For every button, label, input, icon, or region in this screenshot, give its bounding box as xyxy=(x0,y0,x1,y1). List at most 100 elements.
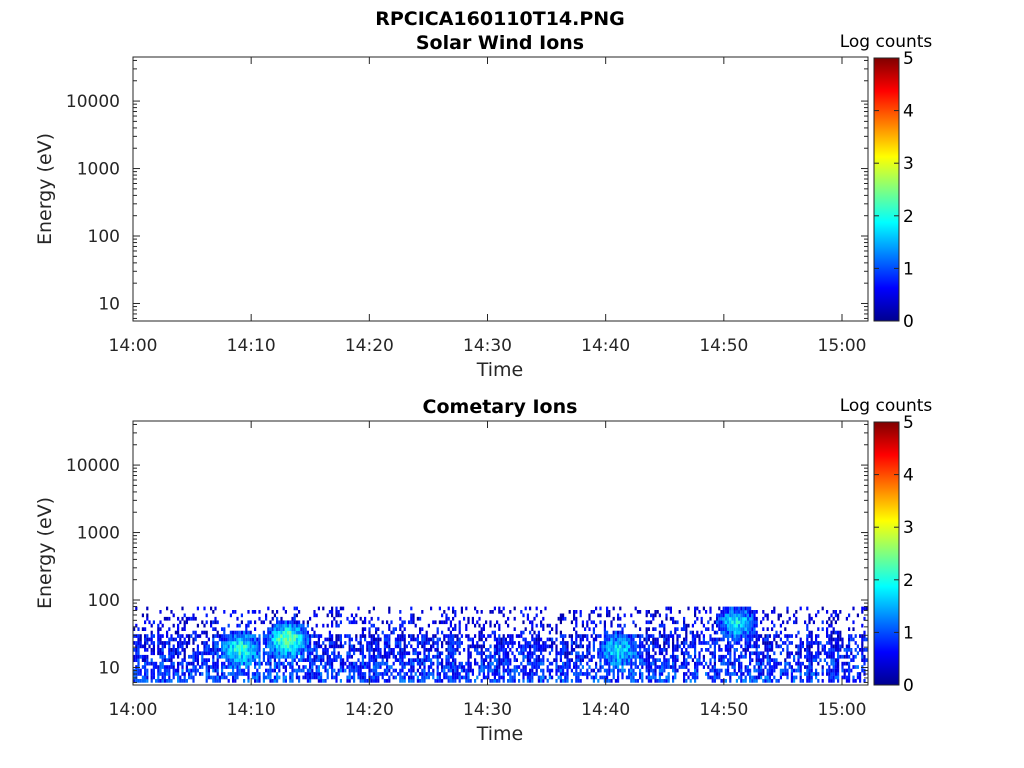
spectrogram-cell xyxy=(214,665,217,669)
spectrogram-cell xyxy=(386,641,389,645)
spectrogram-cell xyxy=(768,648,771,652)
spectrogram-cell xyxy=(254,658,257,662)
spectrogram-cell xyxy=(489,634,492,638)
spectrogram-cell xyxy=(445,654,448,659)
spectrogram-cell xyxy=(735,679,738,683)
spectrogram-cell xyxy=(401,630,404,635)
spectrogram-cell xyxy=(625,675,628,680)
spectrogram-cell xyxy=(746,623,749,628)
spectrogram-cell xyxy=(751,610,754,614)
spectrogram-cell xyxy=(236,651,239,656)
spectrogram-cell xyxy=(353,651,356,656)
spectrogram-cell xyxy=(757,668,760,673)
spectrogram-cell xyxy=(372,648,375,652)
spectrogram-cell xyxy=(740,654,743,659)
spectrogram-cell xyxy=(256,637,259,642)
spectrogram-cell xyxy=(832,616,835,621)
spectrogram-cell xyxy=(509,658,512,662)
spectrogram-cell xyxy=(390,630,393,635)
spectrogram-cell xyxy=(806,634,809,638)
spectrogram-cell xyxy=(320,634,323,638)
spectrogram-cell xyxy=(463,668,466,673)
spectrogram-cell xyxy=(749,672,752,676)
spectrogram-cell xyxy=(713,672,716,676)
spectrogram-cell xyxy=(810,665,813,669)
spectrogram-cell xyxy=(306,620,309,625)
spectrogram-cell xyxy=(733,665,736,669)
spectrogram-cell xyxy=(225,658,228,662)
spectrogram-cell xyxy=(370,679,373,683)
spectrogram-cell xyxy=(647,634,650,638)
spectrogram-cell xyxy=(830,644,833,649)
spectrogram-cell xyxy=(216,630,219,635)
spectrogram-cell xyxy=(830,672,833,676)
spectrogram-cell xyxy=(654,675,657,680)
spectrogram-cell xyxy=(812,654,815,659)
spectrogram-cell xyxy=(674,630,677,635)
spectrogram-cell xyxy=(749,637,752,642)
spectrogram-cell xyxy=(709,675,712,680)
spectrogram-cell xyxy=(315,644,318,649)
spectrogram-cell xyxy=(249,648,252,652)
spectrogram-cell xyxy=(251,641,254,645)
spectrogram-cell xyxy=(403,661,406,666)
spectrogram-cell xyxy=(502,641,505,645)
spectrogram-cell xyxy=(661,668,664,673)
spectrogram-cell xyxy=(619,668,622,673)
spectrogram-cell xyxy=(630,634,633,638)
spectrogram-cell xyxy=(287,620,290,625)
spectrogram-cell xyxy=(694,613,697,618)
spectrogram-cell xyxy=(504,658,507,662)
spectrogram-cell xyxy=(729,613,732,618)
spectrogram-cell xyxy=(687,654,690,659)
spectrogram-cell xyxy=(557,675,560,680)
spectrogram-cell xyxy=(709,651,712,656)
spectrogram-cell xyxy=(799,637,802,642)
spectrogram-cell xyxy=(377,644,380,649)
spectrogram-cell xyxy=(284,637,287,642)
spectrogram-cell xyxy=(575,675,578,680)
spectrogram-cell xyxy=(799,675,802,680)
spectrogram-cell xyxy=(234,672,237,676)
spectrogram-cell xyxy=(599,665,602,669)
spectrogram-cell xyxy=(738,613,741,618)
spectrogram-cell xyxy=(337,672,340,676)
spectrogram-cell xyxy=(645,637,648,642)
spectrogram-cell xyxy=(669,616,672,621)
spectrogram-cell xyxy=(821,627,824,631)
spectrogram-cell xyxy=(293,654,296,659)
spectrogram-cell xyxy=(773,606,776,611)
spectrogram-cell xyxy=(757,672,760,676)
colorbar-scale xyxy=(873,57,900,322)
spectrogram-cell xyxy=(586,648,589,652)
spectrogram-cell xyxy=(696,665,699,669)
spectrogram-cell xyxy=(738,620,741,625)
spectrogram-cell xyxy=(181,644,184,649)
spectrogram-cell xyxy=(372,668,375,673)
spectrogram-cell xyxy=(416,616,419,621)
spectrogram-cell xyxy=(353,679,356,683)
spectrogram-cell xyxy=(273,641,276,645)
spectrogram-cell xyxy=(663,661,666,666)
spectrogram-cell xyxy=(663,658,666,662)
spectrogram-cell xyxy=(570,668,573,673)
spectrogram-cell xyxy=(298,668,301,673)
spectrogram-cell xyxy=(696,616,699,621)
spectrogram-cell xyxy=(405,644,408,649)
spectrogram-cell xyxy=(205,641,208,645)
spectrogram-cell xyxy=(639,668,642,673)
spectrogram-cell xyxy=(689,679,692,683)
spectrogram-cell xyxy=(531,620,534,625)
spectrogram-cell xyxy=(502,654,505,659)
spectrogram-cell xyxy=(225,651,228,656)
spectrogram-cell xyxy=(619,623,622,628)
spectrogram-cell xyxy=(639,641,642,645)
spectrogram-cell xyxy=(353,620,356,625)
spectrogram-cell xyxy=(311,634,314,638)
spectrogram-cell xyxy=(771,610,774,614)
spectrogram-cell xyxy=(144,672,147,676)
spectrogram-cell xyxy=(493,658,496,662)
spectrogram-cell xyxy=(430,606,433,611)
spectrogram-cell xyxy=(331,651,334,656)
spectrogram-cell xyxy=(390,651,393,656)
